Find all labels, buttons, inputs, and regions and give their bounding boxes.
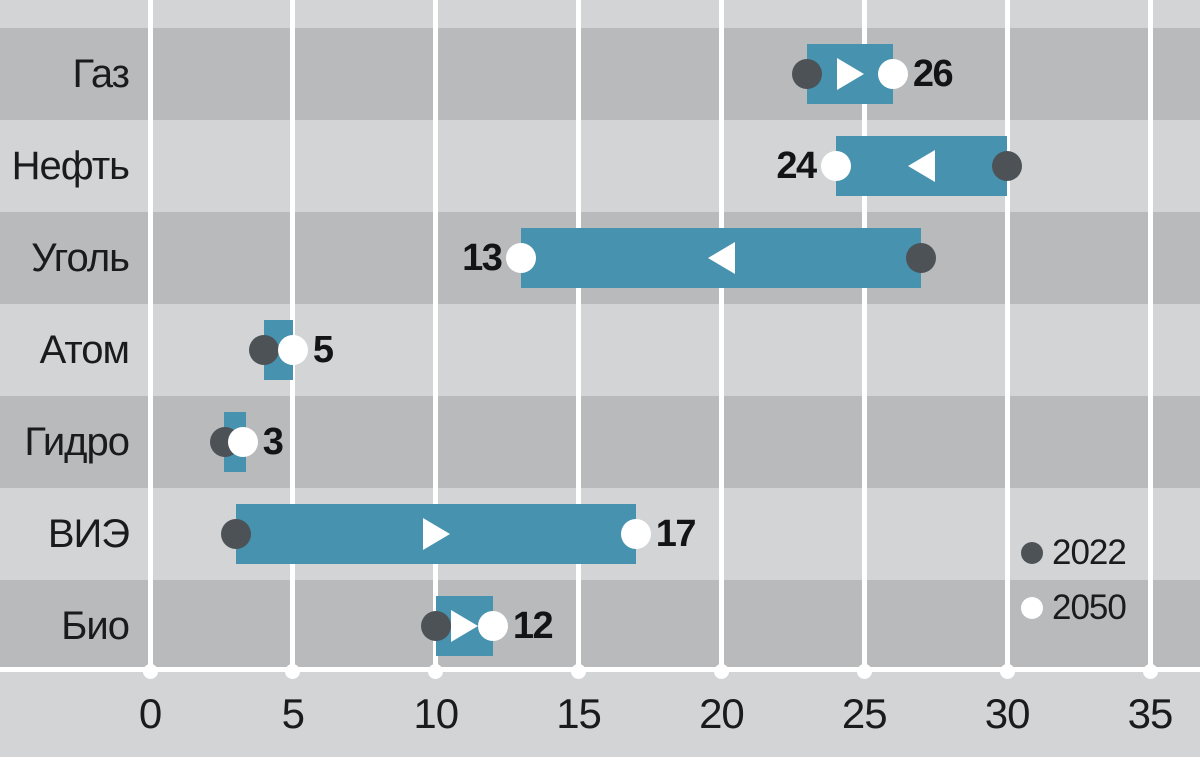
trend-arrow-left-icon <box>908 150 936 182</box>
gridline <box>290 0 296 667</box>
x-tick-label: 35 <box>1127 690 1174 737</box>
marker-2050-dot <box>620 519 651 549</box>
trend-arrow-right-icon <box>422 518 450 550</box>
gridline <box>861 0 867 667</box>
value-label: 5 <box>312 329 334 371</box>
value-label: 17 <box>655 513 697 555</box>
x-tick-marker <box>713 663 729 679</box>
x-tick-marker <box>1142 663 1158 679</box>
x-tick-label: 15 <box>556 690 602 737</box>
marker-2022-dot <box>792 59 823 89</box>
category-label: Био <box>61 604 130 648</box>
x-tick-marker <box>571 663 587 679</box>
value-label: 13 <box>462 237 503 279</box>
value-label: 3 <box>262 421 284 463</box>
row-band <box>0 396 1200 488</box>
trend-arrow-right-icon <box>451 610 479 642</box>
category-label: Уголь <box>31 236 130 280</box>
x-tick-label: 0 <box>138 690 162 737</box>
gridline <box>433 0 439 667</box>
row-band <box>0 580 1200 672</box>
x-tick-marker <box>856 663 872 679</box>
category-label: ВИЭ <box>47 512 130 556</box>
marker-2050-dot <box>477 611 508 641</box>
x-axis-line <box>0 667 1200 672</box>
value-label: 24 <box>776 145 817 187</box>
x-tick-label: 10 <box>413 690 459 737</box>
marker-2050-dot <box>277 335 308 365</box>
x-tick-label: 25 <box>841 690 888 737</box>
gridline <box>576 0 582 667</box>
legend-marker-2022-icon <box>1021 542 1043 564</box>
category-label: Атом <box>39 328 130 372</box>
marker-2022-dot <box>992 151 1023 181</box>
x-tick-label: 5 <box>281 690 305 737</box>
x-tick-label: 20 <box>699 690 745 737</box>
marker-2050-dot <box>877 59 908 89</box>
legend-marker-2050-icon <box>1021 597 1043 619</box>
trend-arrow-right-icon <box>837 58 864 90</box>
legend-label-2050: 2050 <box>1052 588 1127 627</box>
marker-2022-dot <box>220 519 251 549</box>
marker-2022-dot <box>249 335 280 365</box>
marker-2050-dot <box>227 427 258 457</box>
x-tick-label: 30 <box>984 690 1031 737</box>
category-label: Газ <box>72 52 130 96</box>
marker-2022-dot <box>420 611 451 641</box>
x-tick-marker <box>999 663 1015 679</box>
value-label: 12 <box>512 605 554 647</box>
x-tick-marker <box>142 663 158 679</box>
value-label: 26 <box>912 53 954 95</box>
chart-legend: 2022 2050 <box>1021 531 1127 630</box>
row-band <box>0 28 1200 120</box>
legend-item-2050: 2050 <box>1021 586 1127 630</box>
marker-2022-dot <box>906 243 937 273</box>
gridline <box>1004 0 1010 667</box>
category-label: Гидро <box>24 420 130 464</box>
gridline <box>1147 0 1153 667</box>
row-band <box>0 304 1200 396</box>
marker-2050-dot <box>506 243 537 273</box>
x-tick-marker <box>428 663 444 679</box>
legend-item-2022: 2022 <box>1021 531 1127 575</box>
legend-label-2022: 2022 <box>1052 533 1127 572</box>
trend-arrow-left-icon <box>708 242 736 274</box>
category-label: Нефть <box>11 144 130 188</box>
gridline <box>718 0 724 667</box>
marker-2050-dot <box>820 151 851 181</box>
gridline <box>147 0 153 667</box>
x-tick-marker <box>285 663 301 679</box>
